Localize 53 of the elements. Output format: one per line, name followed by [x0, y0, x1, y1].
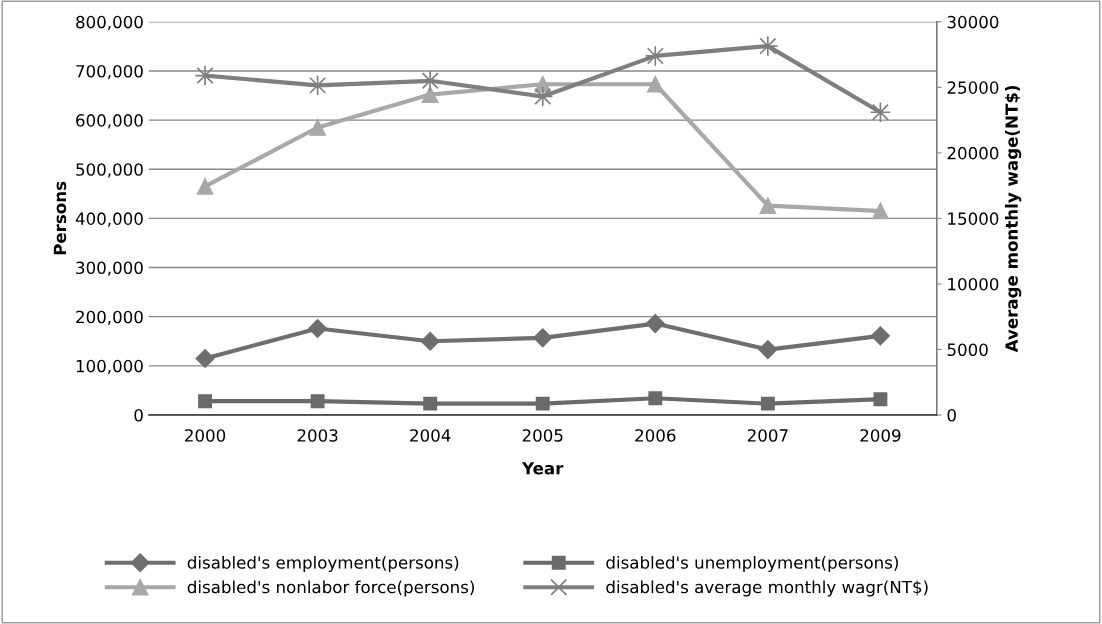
point	[420, 331, 440, 351]
legend-label: disabled's average monthly wagr(NT$)	[606, 580, 928, 597]
point	[532, 85, 554, 108]
point	[872, 202, 889, 220]
y-tick-label: 0	[134, 408, 143, 422]
point	[423, 396, 438, 411]
y-tick-label: 800,000	[76, 15, 143, 31]
y-tick-label: 200,000	[76, 310, 143, 325]
point	[533, 328, 553, 348]
y2-tick-label: 10000	[948, 277, 999, 291]
point	[196, 178, 214, 195]
y2-axis-title: Average monthly wage(NT$)	[1005, 85, 1022, 353]
x-tick-label: 2005	[522, 429, 563, 442]
point	[309, 119, 326, 136]
point	[310, 394, 325, 409]
point	[759, 197, 777, 214]
point	[760, 396, 775, 411]
x-tick-label: 2006	[635, 429, 676, 442]
point	[308, 318, 328, 339]
y-tick-label: 400,000	[75, 212, 143, 227]
point	[758, 340, 778, 360]
point	[535, 396, 550, 411]
y-tick-label: 700,000	[76, 64, 143, 80]
x-tick-label: 2007	[747, 429, 788, 442]
y-axis-title: Persons	[53, 181, 67, 255]
y-tick-label: 600,000	[76, 114, 143, 129]
point	[195, 348, 215, 368]
y2-tick-label: 0	[947, 408, 956, 422]
point	[869, 101, 891, 123]
y2-tick-label: 15000	[948, 212, 999, 225]
legend-label: disabled's employment(persons)	[187, 555, 459, 573]
legend-label: disabled's nonlabor force(persons)	[187, 580, 474, 597]
y2-tick-label: 5000	[947, 343, 988, 357]
y2-tick-label: 20000	[947, 146, 999, 160]
point	[421, 86, 439, 103]
y-tick-label: 100,000	[76, 359, 143, 375]
point	[873, 392, 888, 407]
x-tick-label: 2009	[860, 429, 901, 442]
y2-tick-label: 25000	[947, 81, 999, 94]
y-tick-label: 500,000	[76, 163, 143, 178]
x-tick-label: 2004	[410, 429, 451, 442]
point	[870, 326, 890, 346]
point	[194, 65, 216, 87]
point	[645, 314, 665, 334]
y2-tick-label: 30000	[947, 15, 999, 29]
point	[648, 391, 663, 406]
x-tick-label: 2003	[297, 429, 338, 442]
x-tick-label: 2000	[185, 429, 226, 442]
x-axis-title: Year	[521, 462, 564, 475]
legend-label: disabled's unemployment(persons)	[606, 555, 898, 573]
point	[198, 394, 212, 409]
point	[646, 75, 664, 93]
y-tick-label: 300,000	[76, 261, 143, 276]
